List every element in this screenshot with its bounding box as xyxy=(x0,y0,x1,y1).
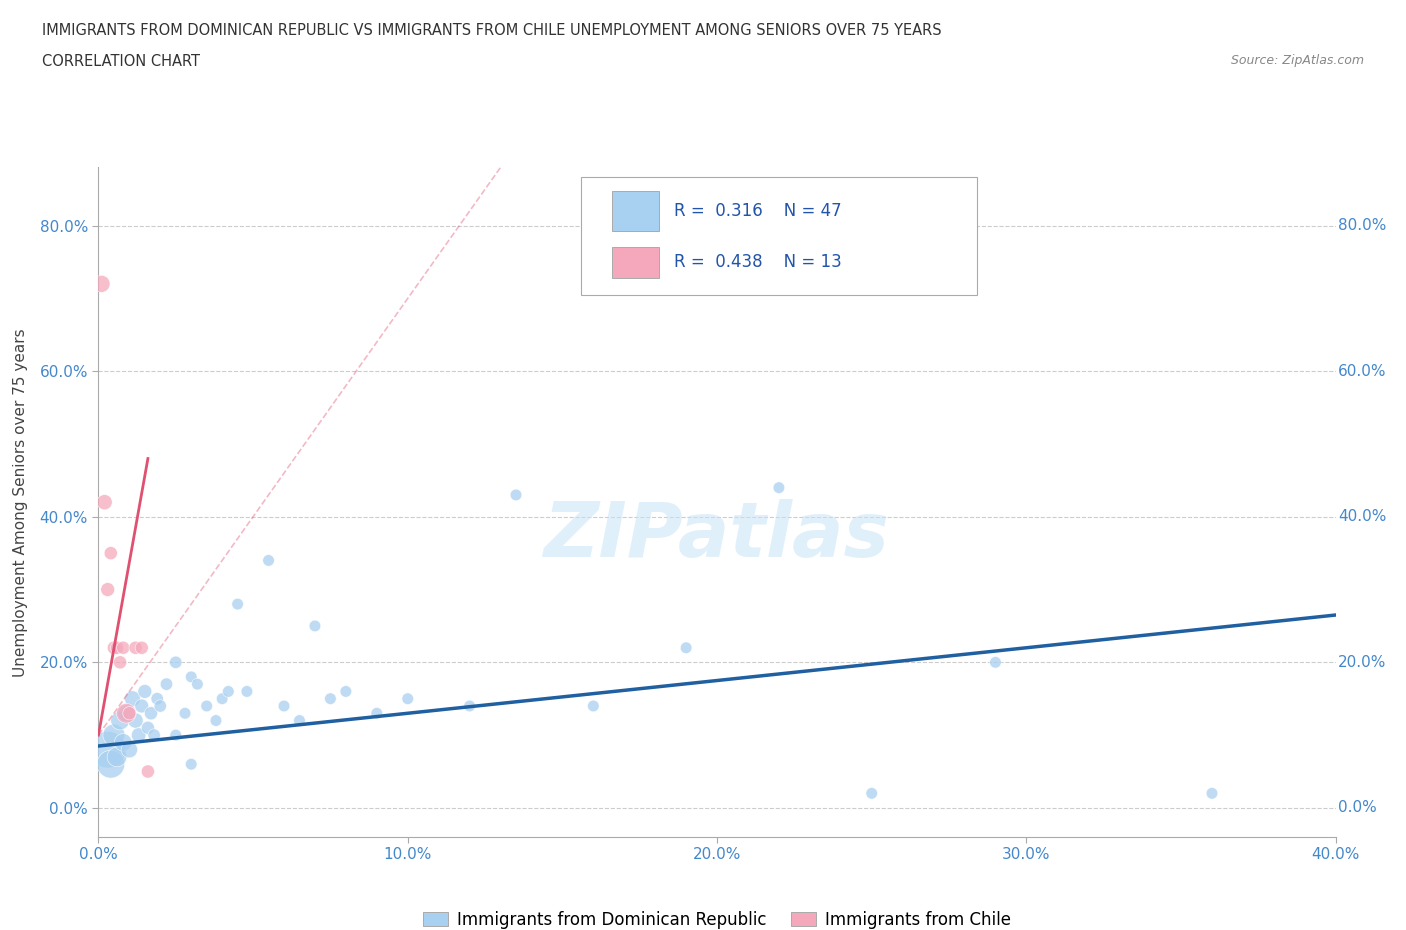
Point xyxy=(675,641,697,656)
Point xyxy=(118,742,141,757)
Point xyxy=(1201,786,1223,801)
Point xyxy=(108,713,131,728)
Point xyxy=(136,721,159,736)
Point xyxy=(288,713,311,728)
Point xyxy=(582,698,605,713)
Text: IMMIGRANTS FROM DOMINICAN REPUBLIC VS IMMIGRANTS FROM CHILE UNEMPLOYMENT AMONG S: IMMIGRANTS FROM DOMINICAN REPUBLIC VS IM… xyxy=(42,23,942,38)
Text: 60.0%: 60.0% xyxy=(1339,364,1386,379)
Text: ZIPatlas: ZIPatlas xyxy=(544,498,890,573)
Point xyxy=(211,691,233,706)
Point xyxy=(90,276,112,291)
Text: 80.0%: 80.0% xyxy=(1339,219,1386,233)
Point xyxy=(768,480,790,495)
FancyBboxPatch shape xyxy=(581,178,977,295)
Text: R =  0.316    N = 47: R = 0.316 N = 47 xyxy=(673,202,841,219)
Point xyxy=(105,641,128,656)
Text: CORRELATION CHART: CORRELATION CHART xyxy=(42,54,200,69)
Point xyxy=(108,655,131,670)
Point xyxy=(174,706,197,721)
Point xyxy=(165,655,187,670)
Point xyxy=(112,735,135,750)
Point xyxy=(118,706,141,721)
Point xyxy=(205,713,228,728)
Y-axis label: Unemployment Among Seniors over 75 years: Unemployment Among Seniors over 75 years xyxy=(14,328,28,676)
Point xyxy=(131,641,153,656)
Point xyxy=(860,786,883,801)
Point xyxy=(165,727,187,742)
Point xyxy=(273,698,295,713)
Point xyxy=(257,553,280,568)
Point xyxy=(115,706,138,721)
Point xyxy=(103,727,125,742)
Point xyxy=(366,706,388,721)
Point xyxy=(105,750,128,764)
FancyBboxPatch shape xyxy=(612,191,659,231)
Point xyxy=(143,727,166,742)
Point xyxy=(186,677,208,692)
Point xyxy=(335,684,357,698)
Point xyxy=(124,641,146,656)
Point xyxy=(93,495,115,510)
Point xyxy=(319,691,342,706)
Point xyxy=(149,698,172,713)
Point xyxy=(505,487,527,502)
Point xyxy=(103,641,125,656)
Point xyxy=(226,597,249,612)
Text: 20.0%: 20.0% xyxy=(1339,655,1386,670)
Point xyxy=(146,691,169,706)
Point xyxy=(155,677,177,692)
Point xyxy=(139,706,162,721)
Point xyxy=(97,582,120,597)
Point xyxy=(115,706,138,721)
Point xyxy=(458,698,481,713)
Point xyxy=(984,655,1007,670)
Legend: Immigrants from Dominican Republic, Immigrants from Chile: Immigrants from Dominican Republic, Immi… xyxy=(416,905,1018,930)
Point xyxy=(97,742,120,757)
Point xyxy=(195,698,218,713)
Point xyxy=(136,764,159,779)
Text: R =  0.438    N = 13: R = 0.438 N = 13 xyxy=(673,254,842,272)
Point xyxy=(124,713,146,728)
Point xyxy=(112,641,135,656)
Point xyxy=(121,691,143,706)
Point xyxy=(304,618,326,633)
Point xyxy=(131,698,153,713)
Text: 40.0%: 40.0% xyxy=(1339,510,1386,525)
Point xyxy=(180,670,202,684)
Point xyxy=(217,684,239,698)
Point xyxy=(100,546,122,561)
FancyBboxPatch shape xyxy=(612,247,659,277)
Point xyxy=(100,757,122,772)
Point xyxy=(134,684,156,698)
Text: 0.0%: 0.0% xyxy=(1339,801,1376,816)
Point xyxy=(236,684,259,698)
Point xyxy=(128,727,150,742)
Point xyxy=(396,691,419,706)
Text: Source: ZipAtlas.com: Source: ZipAtlas.com xyxy=(1230,54,1364,67)
Point xyxy=(180,757,202,772)
